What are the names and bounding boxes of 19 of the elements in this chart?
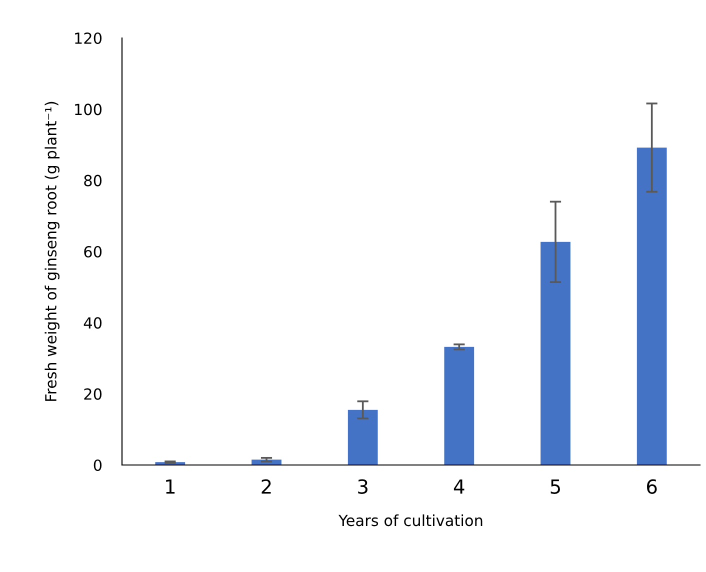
bar [636,148,667,465]
x-tick-label: 1 [166,479,175,494]
y-tick-label: 20 [84,388,102,400]
y-axis-title: Fresh weight of ginseng root (g plant⁻¹) [44,102,60,401]
bar [348,410,378,465]
x-tick-label: 5 [550,479,560,494]
y-tick-label: 0 [94,459,102,472]
x-axis-title: Years of cultivation [338,514,482,526]
x-tick-label: 4 [454,479,464,494]
bar [444,346,474,465]
y-tick-label: 40 [84,317,102,329]
y-tick-label: 80 [84,174,102,186]
x-tick-label: 2 [262,479,271,494]
x-tick-label: 6 [647,479,657,494]
bar [540,242,570,465]
x-tick-label: 3 [358,479,368,494]
y-tick-label: 120 [75,32,102,44]
y-tick-label: 100 [75,104,102,116]
y-tick-label: 60 [84,246,102,258]
